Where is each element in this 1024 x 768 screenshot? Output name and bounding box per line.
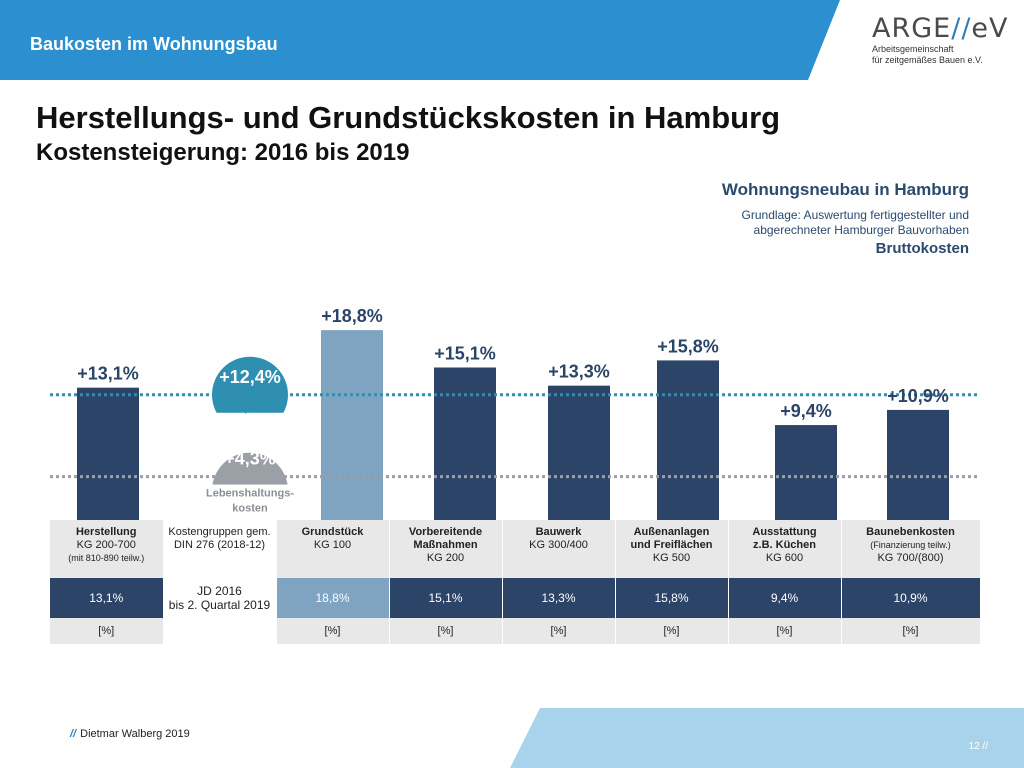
table-value-cell: 13,1% bbox=[50, 578, 164, 618]
reference-value-label: +4,3% bbox=[224, 449, 276, 469]
page-subtitle: Kostensteigerung: 2016 bis 2019 bbox=[36, 139, 410, 166]
table-header-middle: Kostengruppen gem. DIN 276 (2018-12) bbox=[163, 520, 277, 578]
bar-value-label: +13,1% bbox=[77, 364, 139, 384]
badge-mask-2 bbox=[205, 484, 295, 520]
info-line-2: abgerechneter Hamburger Bauvorhaben bbox=[753, 223, 969, 237]
bar-5 bbox=[657, 360, 719, 520]
table-header-cell: Herstellung KG 200-700 (mit 810-890 teilw.… bbox=[50, 520, 164, 578]
arge-logo: ARGE//eV Arbeitsgemeinschaft für zeitgem… bbox=[872, 14, 1012, 70]
badge-mask-1 bbox=[205, 412, 295, 453]
data-table: Herstellung KG 200-700 (mit 810-890 teilw.… bbox=[50, 520, 981, 644]
table-header-cell: Vorbereitende Maßnahmen KG 200 bbox=[389, 520, 503, 578]
table-header-cell: Bauwerk KG 300/400 bbox=[502, 520, 616, 578]
footer-author: //Dietmar Walberg 2019 bbox=[70, 728, 190, 740]
table-value-cell: 9,4% bbox=[728, 578, 842, 618]
page-title: Herstellungs- und Grundstückskosten in H… bbox=[36, 100, 781, 135]
table-unit-cell: [%] bbox=[389, 618, 503, 644]
bar-value-label: +15,8% bbox=[657, 336, 719, 356]
table-unit-cell: [%] bbox=[615, 618, 729, 644]
table-value-cell: 13,3% bbox=[502, 578, 616, 618]
header-band bbox=[0, 0, 1024, 80]
table-header-cell: Ausstattung z.B. Küchen KG 600 bbox=[728, 520, 842, 578]
table-value-cell: 18,8% bbox=[276, 578, 390, 618]
logo-subline-1: Arbeitsgemeinschaft bbox=[872, 44, 954, 54]
table-unit-cell: [%] bbox=[502, 618, 616, 644]
bar-value-label: +10,9% bbox=[887, 386, 949, 406]
table-units-row: [%] [%] [%] [%] [%] [%] [%] bbox=[50, 618, 981, 644]
info-box: Wohnungsneubau in Hamburg Grundlage: Aus… bbox=[722, 180, 969, 257]
table-unit-cell: [%] bbox=[50, 618, 164, 644]
reference-value-label: +12,4% bbox=[219, 367, 281, 387]
table-unit-cell: [%] bbox=[728, 618, 842, 644]
table-value-cell: 10,9% bbox=[841, 578, 981, 618]
header-band-shape bbox=[0, 0, 840, 80]
table-unit-spacer bbox=[163, 618, 277, 644]
table-value-cell: 15,8% bbox=[615, 578, 729, 618]
logo-subline-2: für zeitgemäßes Bauen e.V. bbox=[872, 55, 983, 65]
bar-2 bbox=[321, 330, 383, 520]
bar-value-label: +9,4% bbox=[780, 401, 832, 421]
bar-4 bbox=[548, 385, 610, 520]
table-unit-cell: [%] bbox=[276, 618, 390, 644]
info-line-1: Grundlage: Auswertung fertiggestellter u… bbox=[741, 208, 969, 222]
bar-1 bbox=[77, 387, 139, 520]
bar-3 bbox=[434, 367, 496, 520]
header-title: Baukosten im Wohnungsbau bbox=[30, 34, 278, 54]
table-value-cell: 15,1% bbox=[389, 578, 503, 618]
logo-wordmark: ARGE//eV bbox=[872, 13, 1009, 44]
table-period-cell: JD 2016 bis 2. Quartal 2019 bbox=[163, 578, 277, 618]
bar-value-label: +18,8% bbox=[321, 306, 383, 326]
bar-value-label: +15,1% bbox=[434, 343, 496, 363]
table-header-cell: Außenanlagen und Freiflächen KG 500 bbox=[615, 520, 729, 578]
table-header-row: Herstellung KG 200-700 (mit 810-890 teilw.… bbox=[50, 520, 981, 578]
reference-name: Lebenshaltungs- bbox=[206, 488, 294, 500]
table-unit-cell: [%] bbox=[841, 618, 981, 644]
reference-name: Baupreise bbox=[223, 402, 276, 414]
table-values-row: 13,1% JD 2016 bis 2. Quartal 2019 18,8% … bbox=[50, 578, 981, 618]
page-number: 12 // bbox=[968, 741, 988, 752]
info-emphasis: Bruttokosten bbox=[875, 240, 969, 257]
reference-name: kosten bbox=[232, 503, 268, 515]
bar-6 bbox=[775, 425, 837, 520]
table-header-cell: Baunebenkosten (Finanzierung teilw.) KG 70… bbox=[841, 520, 981, 578]
bar-chart: +12,4% +4,3% Baupreise Lebenshaltungs-koste… bbox=[50, 306, 980, 520]
info-heading: Wohnungsneubau in Hamburg bbox=[721, 180, 969, 199]
table-header-cell: Grundstück KG 100 bbox=[276, 520, 390, 578]
bar-value-label: +13,3% bbox=[548, 362, 610, 382]
footer-band bbox=[510, 708, 1024, 768]
bar-7 bbox=[887, 409, 949, 520]
